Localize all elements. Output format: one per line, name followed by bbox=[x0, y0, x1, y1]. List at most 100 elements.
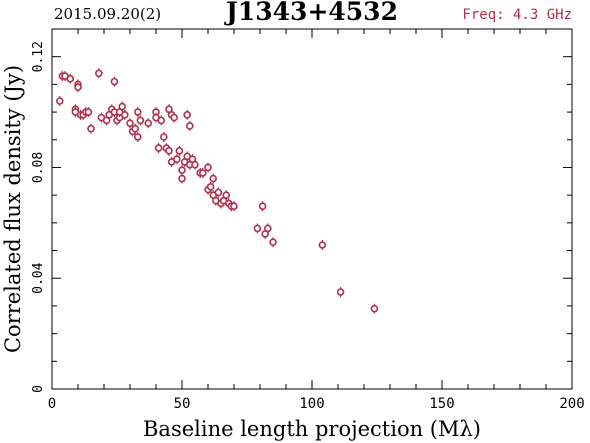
point-marker bbox=[199, 169, 207, 177]
data-point bbox=[131, 123, 139, 134]
point-marker bbox=[206, 183, 215, 191]
point-marker bbox=[186, 122, 194, 130]
data-point bbox=[209, 173, 217, 184]
point-marker bbox=[183, 111, 191, 119]
data-point bbox=[258, 201, 267, 212]
point-marker bbox=[222, 191, 230, 199]
point-marker bbox=[253, 224, 262, 233]
point-marker bbox=[269, 238, 277, 247]
point-marker bbox=[134, 108, 142, 116]
x-tick-label: 150 bbox=[429, 396, 454, 412]
point-marker bbox=[178, 166, 186, 175]
point-marker bbox=[191, 160, 199, 169]
x-tick-label: 100 bbox=[299, 396, 324, 412]
point-marker bbox=[74, 83, 82, 91]
date-label: 2015.09.20(2) bbox=[54, 5, 161, 23]
point-marker bbox=[175, 147, 184, 155]
data-points bbox=[55, 68, 379, 314]
chart-header: 2015.09.20(2) J1343+4532 Freq: 4.3 GHz bbox=[54, 0, 572, 26]
data-point bbox=[55, 96, 64, 106]
y-tick-label: 0.08 bbox=[31, 152, 46, 183]
data-point bbox=[144, 118, 152, 129]
point-marker bbox=[134, 133, 142, 141]
point-marker bbox=[214, 188, 223, 197]
data-point bbox=[178, 173, 186, 184]
data-point bbox=[173, 154, 181, 165]
point-marker bbox=[173, 155, 181, 163]
data-point bbox=[110, 76, 119, 87]
data-point bbox=[191, 159, 199, 170]
point-marker bbox=[170, 113, 178, 122]
y-axis-label: Correlated flux density (Jy) bbox=[1, 65, 25, 353]
data-point bbox=[206, 181, 215, 192]
point-marker bbox=[154, 144, 163, 152]
data-point bbox=[253, 223, 262, 234]
data-point bbox=[126, 118, 134, 129]
data-point bbox=[370, 303, 379, 314]
data-point bbox=[263, 223, 272, 234]
point-marker bbox=[209, 174, 217, 183]
y-tick-label: 0.12 bbox=[31, 41, 46, 72]
data-point bbox=[165, 145, 173, 156]
point-marker bbox=[95, 69, 103, 78]
axis-tick-labels: 0 50 100 150 200 0 0.04 0.08 0.12 bbox=[31, 41, 585, 412]
data-point bbox=[199, 168, 207, 178]
point-marker bbox=[110, 77, 119, 86]
point-marker bbox=[66, 75, 74, 83]
point-marker bbox=[144, 119, 152, 127]
point-marker bbox=[258, 202, 267, 211]
point-marker bbox=[230, 202, 238, 211]
data-point bbox=[66, 73, 74, 84]
x-tick-label: 50 bbox=[174, 396, 191, 412]
frequency-label: Freq: 4.3 GHz bbox=[462, 7, 572, 23]
data-point bbox=[183, 109, 191, 120]
point-marker bbox=[318, 241, 327, 249]
data-point bbox=[178, 165, 186, 176]
point-marker bbox=[157, 116, 165, 125]
x-axis-label: Baseline length projection (Mλ) bbox=[143, 417, 481, 441]
data-point bbox=[157, 115, 165, 126]
data-point bbox=[214, 187, 223, 198]
x-tick-label: 200 bbox=[559, 396, 584, 412]
data-point bbox=[204, 162, 212, 173]
point-marker bbox=[55, 97, 64, 105]
data-point bbox=[269, 237, 277, 248]
point-marker bbox=[118, 102, 126, 111]
data-point bbox=[336, 287, 345, 298]
point-marker bbox=[84, 108, 93, 116]
y-tick-label: 0 bbox=[31, 385, 46, 393]
data-point bbox=[160, 132, 168, 142]
data-point bbox=[134, 132, 142, 142]
axis-ticks bbox=[51, 28, 573, 390]
data-point bbox=[170, 112, 178, 123]
point-marker bbox=[165, 147, 173, 155]
point-marker bbox=[131, 124, 139, 133]
data-point bbox=[134, 107, 142, 118]
point-marker bbox=[178, 174, 186, 183]
point-marker bbox=[121, 111, 129, 119]
point-marker bbox=[87, 124, 95, 133]
data-point bbox=[167, 156, 176, 167]
data-point bbox=[95, 68, 103, 79]
data-point bbox=[222, 190, 230, 201]
data-point bbox=[230, 201, 238, 212]
y-tick-label: 0.04 bbox=[31, 262, 46, 293]
point-marker bbox=[136, 116, 145, 125]
data-point bbox=[318, 240, 327, 250]
point-marker bbox=[126, 119, 134, 127]
data-point bbox=[121, 109, 129, 120]
plot-frame bbox=[51, 28, 573, 390]
data-point bbox=[183, 151, 191, 162]
data-point bbox=[175, 145, 184, 156]
chart-title: J1343+4532 bbox=[224, 0, 398, 26]
data-point bbox=[186, 120, 194, 131]
x-tick-label: 0 bbox=[48, 396, 56, 412]
point-marker bbox=[204, 163, 212, 172]
data-point bbox=[118, 101, 126, 112]
data-point bbox=[136, 115, 145, 126]
point-marker bbox=[370, 304, 379, 313]
point-marker bbox=[336, 288, 345, 296]
data-point bbox=[154, 143, 163, 154]
data-point bbox=[74, 82, 82, 93]
